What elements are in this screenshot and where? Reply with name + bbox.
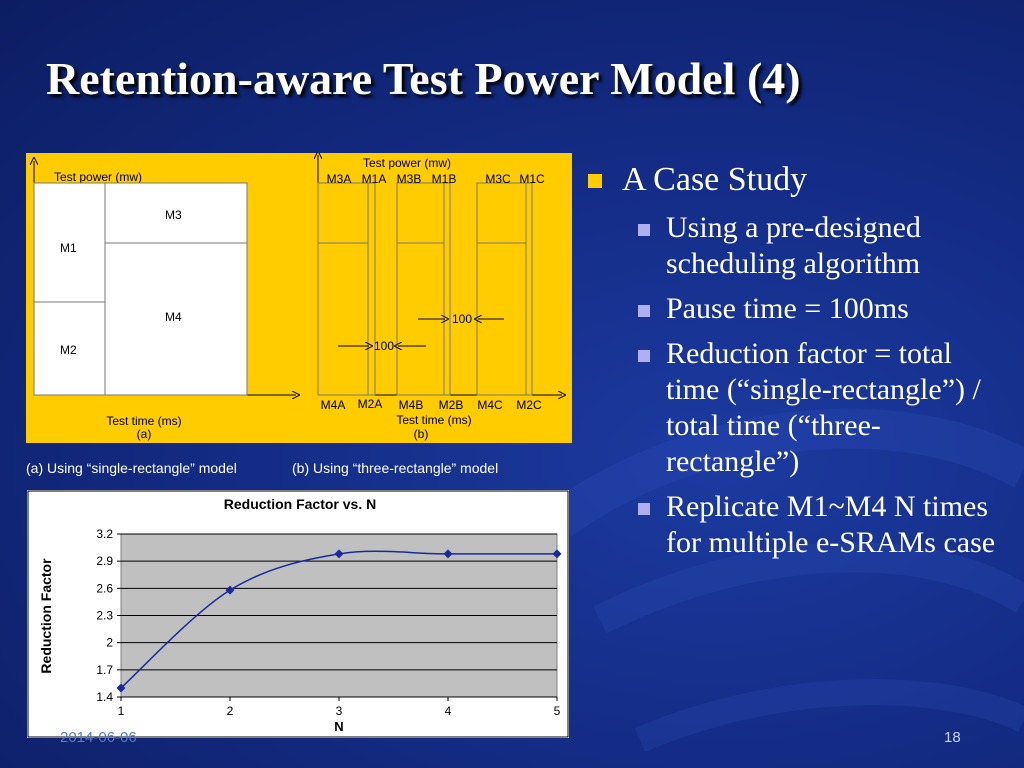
- y-tick-label: 1.4: [96, 690, 113, 704]
- block-label-m4: M4: [165, 310, 182, 324]
- diagram-a-ylabel: Test power (mw): [54, 170, 142, 184]
- reduction-factor-chart: Reduction Factor vs. N 3.2 2.9 2.6 2.3 2 1.7 1…: [27, 490, 569, 738]
- block-label-m1: M1: [60, 241, 77, 255]
- block-m3c: [476, 182, 527, 244]
- diagram-a-xlabel: Test time (ms): [106, 414, 181, 428]
- x-tick-label: 3: [336, 704, 343, 718]
- sub-bullet: Using a pre-designed scheduling algorith…: [586, 210, 1006, 282]
- sub-bullet: Pause time = 100ms: [586, 291, 1006, 327]
- label-m3a: M3A: [327, 172, 352, 186]
- diagram-b-xlabel: Test time (ms): [396, 413, 471, 427]
- sub-bullet-text: Pause time = 100ms: [666, 292, 909, 325]
- block-m4: [104, 242, 248, 396]
- sub-bullet-square-icon: [638, 305, 650, 317]
- diagram-b-sub: (b): [414, 427, 429, 441]
- block-m3b: [396, 182, 445, 244]
- data-point: [116, 683, 126, 693]
- slide-title: Retention-aware Test Power Model (4): [46, 53, 801, 104]
- data-point: [225, 585, 235, 595]
- sub-bullet: Replicate M1~M4 N times for multiple e-S…: [586, 489, 1006, 561]
- y-tick-label: 2.6: [96, 581, 113, 595]
- block-m1b-m2b: [443, 182, 451, 396]
- bullet-main-text: A Case Study: [622, 161, 808, 198]
- slide-number: 18: [944, 729, 961, 746]
- data-point: [552, 549, 562, 559]
- block-m1: [33, 182, 106, 303]
- block-m3a: [317, 182, 369, 244]
- x-tick-label: 4: [445, 704, 452, 718]
- label-m4b: M4B: [399, 398, 424, 412]
- diagram-b-ylabel: Test power (mw): [363, 156, 451, 170]
- y-tick-label: 3.2: [96, 527, 113, 541]
- x-tick-label: 5: [554, 704, 561, 718]
- sub-bullet-square-icon: [638, 350, 650, 362]
- sub-bullet: Reduction factor = total time (“single-r…: [586, 336, 1006, 480]
- x-tick-label: 2: [227, 704, 234, 718]
- block-m2: [33, 301, 106, 396]
- label-m2c: M2C: [516, 398, 542, 412]
- block-label-m3: M3: [165, 208, 182, 222]
- test-power-diagram: Test power (mw) M1 M2 M3 M4 Test time (m…: [26, 153, 572, 443]
- caption-b: (b) Using “three-rectangle” model: [292, 460, 499, 476]
- label-m2b: M2B: [439, 398, 464, 412]
- data-point: [334, 549, 344, 559]
- sub-bullet-text: Reduction factor = total time (“single-r…: [666, 337, 981, 478]
- block-m1a-m2a: [367, 182, 376, 396]
- block-m1c-m2c: [525, 182, 533, 396]
- label-m3c: M3C: [485, 172, 511, 186]
- label-m1c: M1C: [519, 172, 545, 186]
- chart-ylabel: Reduction Factor: [38, 558, 54, 674]
- sub-bullet-square-icon: [638, 503, 650, 515]
- sub-bullet-text: Using a pre-designed scheduling algorith…: [666, 211, 921, 280]
- label-m1a: M1A: [362, 172, 387, 186]
- label-m4c: M4C: [477, 398, 503, 412]
- y-tick-label: 2: [106, 636, 113, 650]
- label-m2a: M2A: [358, 397, 383, 411]
- y-tick-label: 2.9: [96, 554, 113, 568]
- bullet-square-icon: [588, 174, 602, 188]
- block-label-m2: M2: [60, 343, 77, 357]
- label-m1b: M1B: [432, 172, 457, 186]
- block-m4a: [317, 242, 369, 396]
- block-m3: [104, 182, 248, 244]
- data-point: [443, 549, 453, 559]
- label-m4a: M4A: [321, 398, 346, 412]
- sub-bullet-text: Replicate M1~M4 N times for multiple e-S…: [666, 490, 996, 559]
- x-tick-label: 1: [118, 704, 125, 718]
- chart-xlabel: N: [334, 719, 343, 734]
- caption-a: (a) Using “single-rectangle” model: [26, 460, 237, 476]
- pause1-label: 100: [374, 339, 394, 353]
- footer-date: 2014-06-06: [60, 729, 137, 746]
- pause2-label: 100: [452, 312, 472, 326]
- chart-title: Reduction Factor vs. N: [224, 496, 376, 512]
- diagram-a-sub: (a): [137, 427, 152, 441]
- sub-bullet-square-icon: [638, 224, 650, 236]
- bullet-main: A Case Study: [586, 160, 1006, 200]
- y-tick-label: 2.3: [96, 609, 113, 623]
- bullet-list: A Case Study Using a pre-designed schedu…: [586, 160, 1006, 570]
- label-m3b: M3B: [397, 172, 422, 186]
- y-tick-label: 1.7: [96, 663, 113, 677]
